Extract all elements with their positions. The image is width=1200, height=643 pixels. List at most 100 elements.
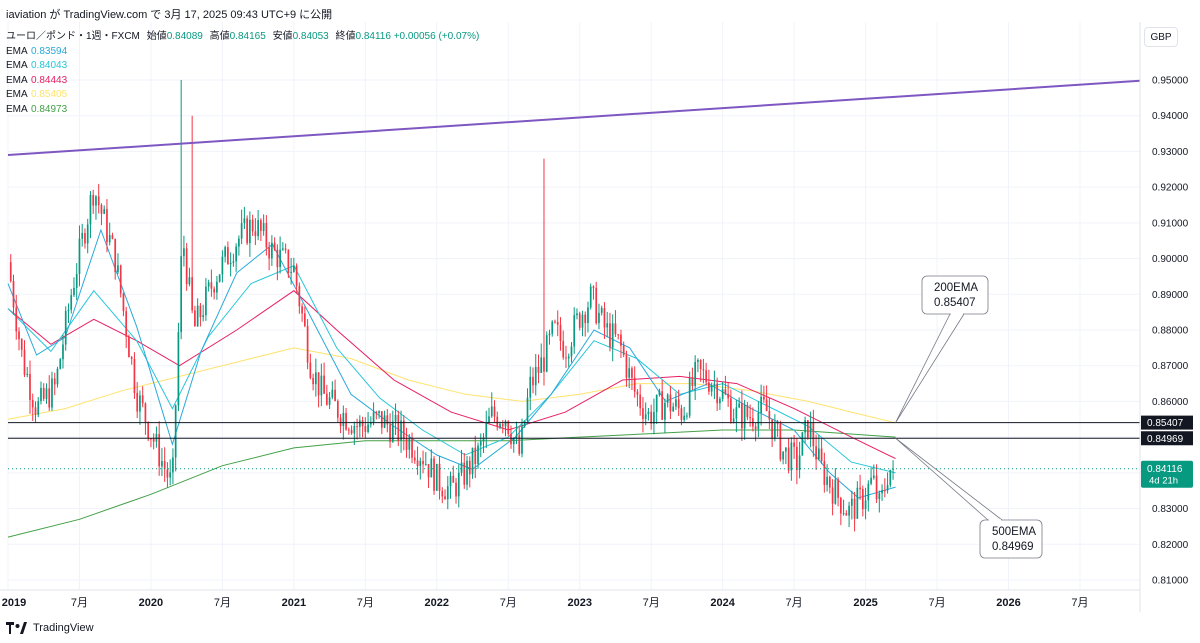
candle-body xyxy=(405,439,408,450)
candle xyxy=(562,330,565,360)
candle-body xyxy=(240,223,243,239)
legend-ema-4[interactable]: EMA 0.85405 xyxy=(6,88,479,103)
candle-body xyxy=(416,460,419,467)
candle xyxy=(584,311,587,337)
time-tick-label: 7月 xyxy=(928,597,945,609)
candle xyxy=(353,421,356,446)
time-tick-label: 7月 xyxy=(1071,597,1088,609)
candle-body xyxy=(31,399,34,408)
candle xyxy=(369,416,372,428)
time-tick-label: 2023 xyxy=(567,597,591,609)
legend-ema-5[interactable]: EMA 0.84973 xyxy=(6,103,479,118)
candle-body xyxy=(84,233,86,244)
candle-body xyxy=(402,420,405,440)
candle-body xyxy=(587,307,589,324)
level-price-label: 0.84969 xyxy=(1147,434,1184,445)
candle xyxy=(141,386,144,408)
candle xyxy=(741,390,743,441)
candle xyxy=(383,410,386,429)
candle-body xyxy=(334,389,336,402)
candle-body xyxy=(372,412,375,423)
candle-body xyxy=(625,354,628,378)
candle-body xyxy=(501,423,504,427)
candle-body xyxy=(408,438,411,450)
candle xyxy=(73,277,75,298)
candle-body xyxy=(746,405,749,418)
candle-body xyxy=(262,223,265,231)
symbol-title[interactable]: ユーロ／ポンド・1週・FXCM xyxy=(6,31,140,42)
candle-body xyxy=(859,487,861,490)
price-tick-label: 0.95000 xyxy=(1152,76,1189,87)
candle xyxy=(526,388,529,425)
price-tick-label: 0.83000 xyxy=(1152,504,1189,515)
legend-ema-3[interactable]: EMA 0.84443 xyxy=(6,74,479,89)
candle-body xyxy=(260,220,262,231)
candle-body xyxy=(265,223,268,248)
current-price-tag xyxy=(1141,460,1193,488)
candle-body xyxy=(128,336,130,358)
currency-button[interactable]: GBP xyxy=(1144,27,1178,47)
candle-body xyxy=(828,476,831,488)
candle xyxy=(446,476,449,510)
legend-symbol-row: ユーロ／ポンド・1週・FXCM 始値0.84089 高値0.84165 安値0.… xyxy=(6,30,479,45)
candle xyxy=(757,401,760,438)
candle-body xyxy=(727,393,729,399)
candle xyxy=(807,419,809,440)
candle-body xyxy=(369,422,372,425)
candle-body xyxy=(600,308,603,313)
candle-body xyxy=(603,308,606,328)
candle xyxy=(768,397,771,429)
candle xyxy=(78,225,81,287)
candle xyxy=(551,320,554,337)
candle-body xyxy=(108,235,111,243)
candle xyxy=(518,426,521,456)
ema-label: EMA xyxy=(6,103,28,115)
candle xyxy=(282,242,284,251)
candle xyxy=(730,389,732,424)
candle xyxy=(249,211,251,257)
candle xyxy=(95,195,97,220)
candle-body xyxy=(309,362,312,378)
candle-body xyxy=(353,426,356,434)
candle xyxy=(345,407,347,431)
candle-body xyxy=(699,359,702,370)
candle xyxy=(837,477,839,507)
candle xyxy=(875,464,878,504)
publish-attribution: iaviation が TradingView.com で 3月 17, 202… xyxy=(6,9,333,21)
candle-body xyxy=(622,345,625,355)
footer-brand[interactable]: TradingView xyxy=(6,622,94,634)
price-tick-label: 0.89000 xyxy=(1152,290,1189,301)
candle-body xyxy=(391,421,394,442)
candle-body xyxy=(413,457,416,461)
candle-body xyxy=(466,460,468,485)
legend-ema-1[interactable]: EMA 0.83594 xyxy=(6,45,479,60)
candle-body xyxy=(628,368,631,378)
candle xyxy=(738,397,740,409)
candle xyxy=(600,305,603,316)
candle-body xyxy=(117,265,119,273)
candle xyxy=(587,301,589,333)
candle-body xyxy=(680,408,683,420)
candle-body xyxy=(653,412,655,424)
candle-body xyxy=(298,285,301,307)
candle-body xyxy=(380,411,383,428)
candle-body xyxy=(691,377,694,387)
candle xyxy=(779,420,782,462)
candle xyxy=(295,263,298,293)
trendline[interactable] xyxy=(7,79,1141,156)
candle-body xyxy=(169,472,172,478)
candle xyxy=(570,342,573,363)
chart-legend: ユーロ／ポンド・1週・FXCM 始値0.84089 高値0.84165 安値0.… xyxy=(6,30,479,117)
candle-body xyxy=(686,415,688,417)
candle-body xyxy=(45,388,48,399)
candle xyxy=(358,415,361,438)
candle-body xyxy=(867,483,870,501)
ema-value: 0.84043 xyxy=(31,60,68,71)
candle xyxy=(672,402,675,412)
candle-body xyxy=(493,406,496,417)
legend-ema-2[interactable]: EMA 0.84043 xyxy=(6,59,479,74)
candle-body xyxy=(688,377,691,416)
candle xyxy=(287,249,290,278)
candle xyxy=(158,421,161,476)
